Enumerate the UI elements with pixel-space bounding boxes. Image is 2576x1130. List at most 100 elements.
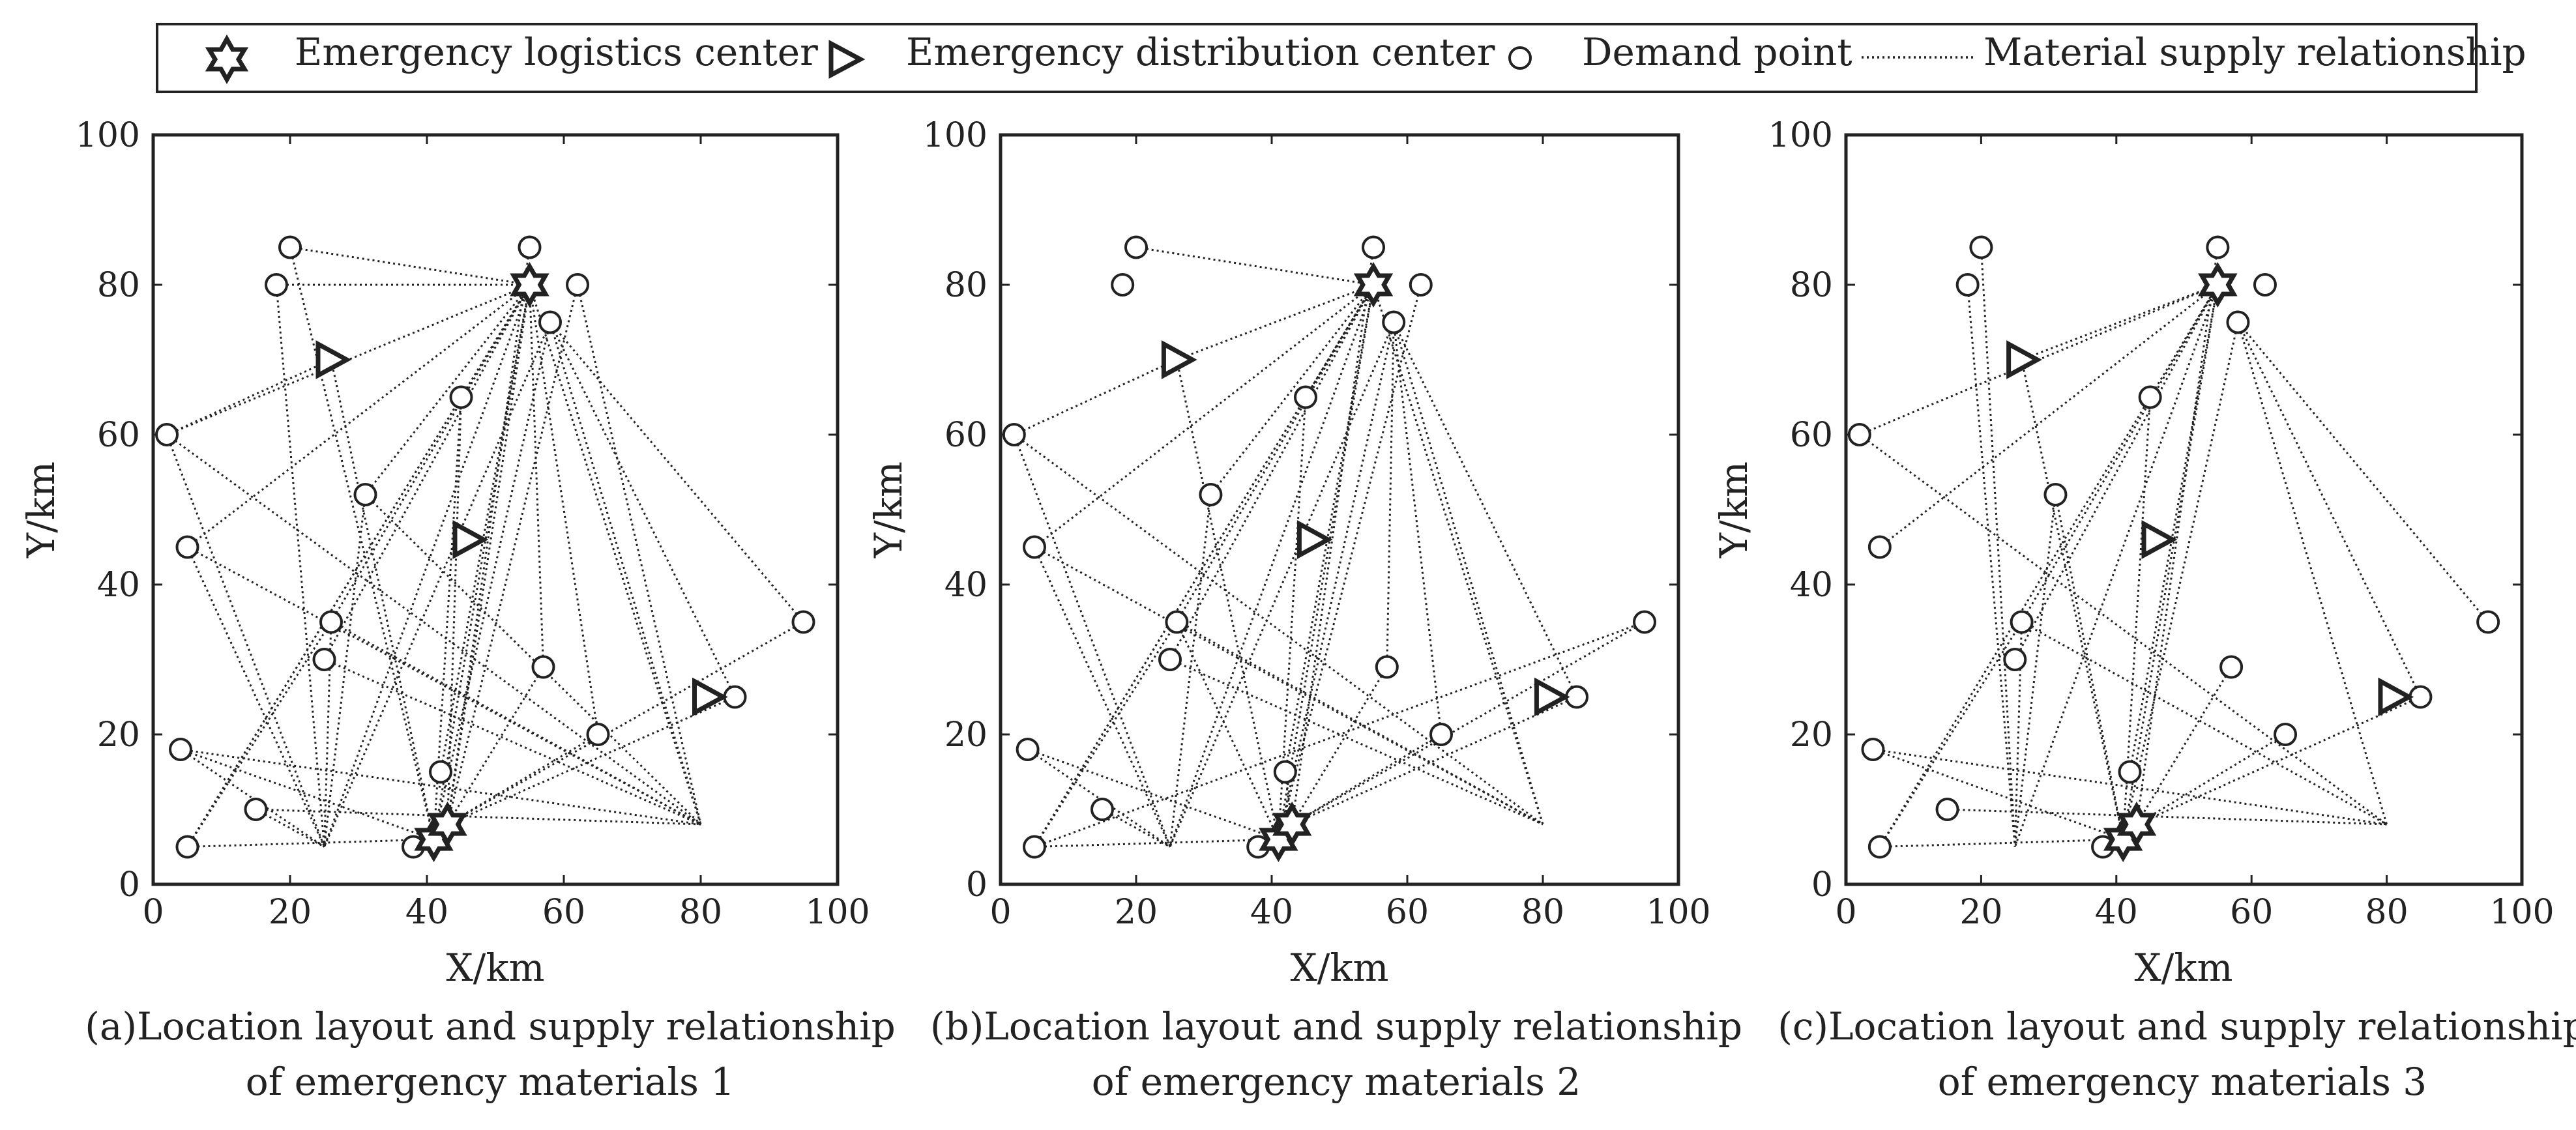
supply-link — [364, 493, 702, 826]
y-tick-label: 80 — [97, 266, 140, 305]
supply-link — [1980, 247, 2016, 847]
logistics-center — [1272, 802, 1312, 847]
supply-link — [166, 434, 325, 848]
y-axis-title: Y/km — [19, 461, 63, 558]
distribution-center — [1161, 340, 1197, 379]
demand-point — [1273, 760, 1297, 784]
logistics-center — [2116, 802, 2157, 847]
x-tick-label: 20 — [1959, 893, 2002, 932]
supply-link — [1291, 733, 1442, 826]
supply-link — [1284, 284, 1375, 772]
supply-link — [2021, 621, 2388, 826]
caption-line1: (c)Location layout and supply relationsh… — [1778, 1004, 2576, 1049]
x-tick-label: 0 — [989, 893, 1011, 932]
demand-point — [1023, 835, 1046, 859]
supply-link — [1169, 494, 1212, 847]
supply-link — [186, 284, 531, 848]
x-tick-label: 0 — [142, 893, 164, 932]
supply-link — [2021, 283, 2218, 361]
legend-item-demand: Demand point — [1508, 30, 1852, 74]
legend-item-distribution: Emergency distribution center — [828, 30, 1495, 79]
supply-link — [1291, 696, 1577, 826]
x-tick-label: 0 — [1835, 893, 1856, 932]
supply-link — [256, 808, 701, 826]
supply-link — [529, 284, 702, 825]
logistics-center — [510, 262, 549, 308]
demand-point — [2043, 483, 2068, 506]
y-tick-label: 40 — [1790, 566, 1833, 605]
supply-link — [446, 284, 579, 825]
y-tick-label: 60 — [944, 416, 988, 455]
supply-link — [187, 838, 434, 848]
supply-link — [1034, 283, 1374, 548]
demand-point — [1429, 723, 1453, 746]
demand-point — [2003, 648, 2027, 671]
demand-point — [175, 535, 199, 559]
demand-point — [586, 723, 610, 746]
distribution-center — [692, 677, 728, 717]
y-tick-label: 80 — [944, 266, 988, 305]
markers — [155, 235, 815, 862]
supply-link — [1392, 321, 1578, 698]
supply-link — [2136, 733, 2286, 826]
x-tick-label: 60 — [2230, 893, 2273, 932]
supply-link — [180, 748, 435, 841]
panel-b: 0 20 40 60 80 100 0 20 40 60 80 100 X/km Y/km (b)Lo… — [866, 116, 1742, 1104]
supply-links — [166, 246, 804, 848]
x-tick-label: 60 — [542, 893, 585, 932]
demand-point — [1847, 423, 1871, 446]
legend-label-supply: Material supply relationship — [1983, 30, 2526, 74]
demand-point — [2138, 385, 2162, 409]
supply-link — [433, 397, 462, 840]
supply-link — [1034, 838, 1279, 848]
caption-line2: of emergency materials 2 — [1092, 1060, 1581, 1104]
x-axis-title: X/km — [2135, 946, 2233, 990]
supply-link — [446, 247, 531, 825]
x-tick-label: 80 — [1521, 893, 1564, 932]
supply-link — [2013, 284, 2219, 660]
supply-link — [2149, 284, 2219, 398]
demand-point — [1375, 655, 1399, 679]
distribution-center — [2378, 677, 2414, 717]
y-tick-label: 20 — [944, 716, 988, 755]
demand-point — [566, 273, 589, 297]
legend-box — [156, 23, 2478, 93]
demand-point — [2219, 655, 2244, 679]
supply-link — [1284, 772, 1293, 825]
supply-link — [1169, 321, 1395, 848]
supply-link — [1176, 284, 1375, 623]
supply-link — [323, 284, 531, 660]
supply-link — [1879, 283, 2219, 548]
supply-link — [330, 284, 531, 623]
demand-point — [1002, 423, 1026, 446]
demand-point — [155, 423, 179, 446]
supply-link — [549, 322, 702, 825]
supply-link — [289, 247, 435, 840]
supply-link — [1169, 658, 1544, 826]
supply-link — [1027, 748, 1279, 841]
demand-point — [2206, 235, 2230, 259]
panel-c: 0 20 40 60 80 100 0 20 40 60 80 100 X/km Y/km (c)Lo… — [1712, 116, 2576, 1104]
demand-point — [1294, 385, 1317, 409]
demand-point — [1861, 738, 1885, 761]
demand-point — [169, 738, 192, 761]
caption-line2: of emergency materials 3 — [1938, 1060, 2427, 1104]
supply-link — [2237, 321, 2489, 623]
supply-link — [446, 397, 462, 825]
x-tick-label: 20 — [1115, 893, 1158, 932]
demand-point — [449, 385, 473, 409]
supply-link — [2237, 321, 2422, 698]
markers — [1002, 235, 1656, 862]
demand-point — [1969, 235, 1993, 259]
supply-link — [446, 733, 599, 826]
axis-ticks: 0 20 40 60 80 100 0 20 40 60 80 100 — [923, 116, 1711, 932]
demand-point — [1867, 835, 1892, 859]
logistics-center — [428, 802, 467, 847]
x-tick-label: 20 — [269, 893, 312, 932]
supply-link — [1210, 284, 1375, 495]
supply-link — [1013, 434, 1171, 848]
supply-link — [446, 621, 804, 826]
supply-link — [1947, 808, 2387, 826]
y-tick-label: 80 — [1790, 266, 1833, 305]
x-axis-title: X/km — [446, 946, 545, 990]
